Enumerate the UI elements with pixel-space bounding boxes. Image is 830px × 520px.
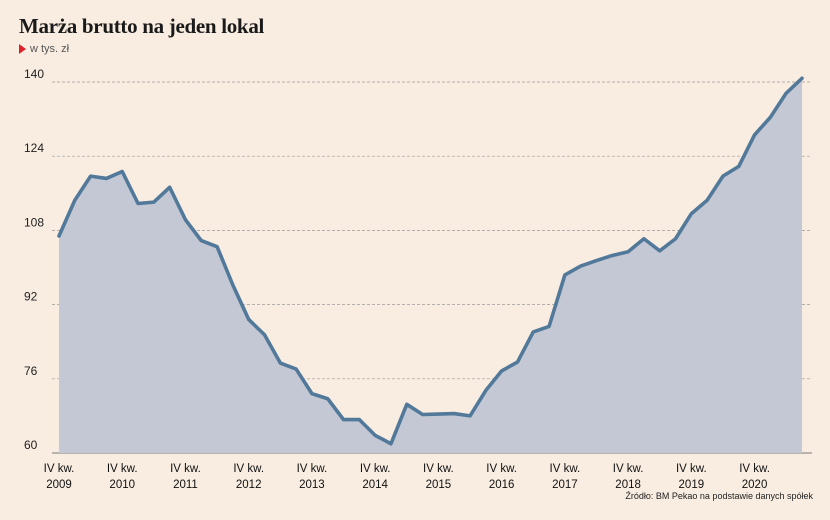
x-tick-label-year: 2013 [299,479,325,491]
x-tick-label-year: 2012 [236,479,262,491]
x-tick-label-year: 2014 [362,479,388,491]
x-tick-label-year: 2018 [615,479,641,491]
x-tick-label-quarter: IV kw. [739,463,770,475]
x-tick-label-year: 2016 [489,479,515,491]
series-line [57,76,804,446]
chart-subtitle: w tys. zł [19,43,69,55]
source-note: Źródło: BM Pekao na podstawie danych spó… [625,491,813,501]
x-tick-label-year: 2015 [426,479,452,491]
x-tick-label-year: 2009 [46,479,72,491]
x-tick-label-quarter: IV kw. [360,463,391,475]
plot-area [57,76,804,453]
area-fill [59,78,802,453]
y-axis-ticks: 60 76 92 108 124 140 [24,67,44,452]
chart-title: Marża brutto na jeden lokal [19,14,265,38]
x-tick-label-quarter: IV kw. [676,463,707,475]
unit-label: w tys. zł [30,43,70,55]
x-tick-label-year: 2020 [742,479,768,491]
x-tick-label-quarter: IV kw. [170,463,201,475]
y-tick-label: 60 [24,438,38,452]
x-tick-label-year: 2019 [679,479,705,491]
x-tick-label-quarter: IV kw. [107,463,138,475]
y-tick-label: 76 [24,364,38,378]
x-tick-label-quarter: IV kw. [297,463,328,475]
triangle-marker-icon [19,44,26,54]
x-tick-label-quarter: IV kw. [486,463,517,475]
x-tick-label-quarter: IV kw. [44,463,75,475]
y-tick-label: 124 [24,141,44,155]
y-tick-label: 108 [24,215,44,229]
x-tick-label-year: 2010 [109,479,135,491]
x-axis-ticks: IV kw. 2009 IV kw. 2010 IV kw. 2011 IV kw. 2012… [44,463,770,491]
x-tick-label-quarter: IV kw. [613,463,644,475]
x-tick-label-quarter: IV kw. [550,463,581,475]
x-tick-label-year: 2017 [552,479,578,491]
x-tick-label-quarter: IV kw. [233,463,264,475]
y-tick-label: 92 [24,290,38,304]
x-tick-label-quarter: IV kw. [423,463,454,475]
x-tick-label-year: 2011 [173,479,198,491]
y-tick-label: 140 [24,67,44,81]
